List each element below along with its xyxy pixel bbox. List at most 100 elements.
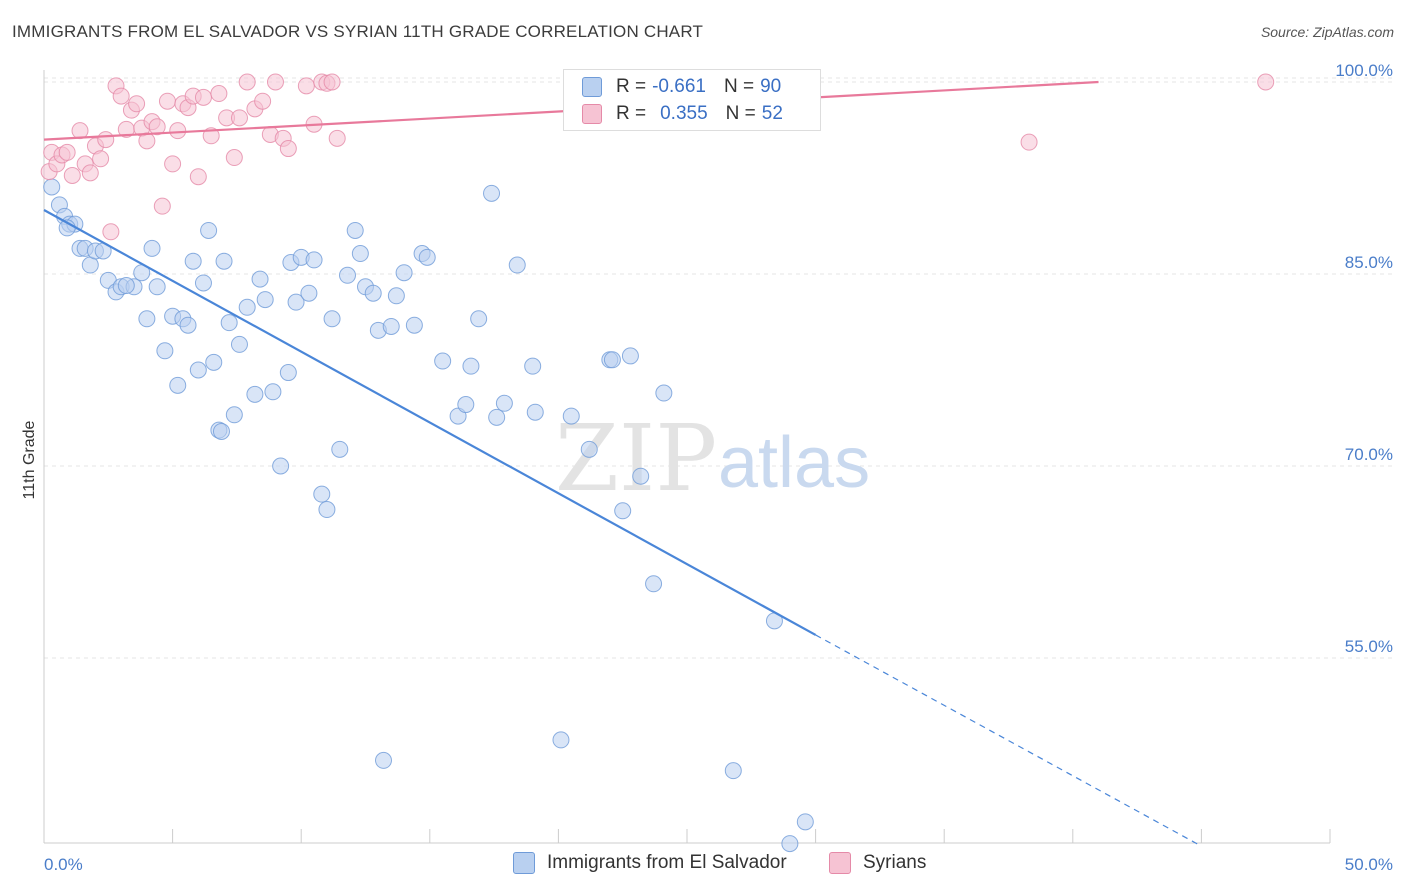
syrians-point (230, 109, 248, 127)
x-tick-label: 50.0% (1345, 855, 1393, 874)
el-salvador-point (148, 278, 166, 296)
el-salvador-point (279, 364, 297, 382)
el-salvador-point (621, 347, 639, 365)
el-salvador-point (632, 467, 650, 485)
el-salvador-point (457, 396, 475, 414)
legend-row-syrians: R = 0.355 N = 52 (582, 102, 783, 126)
legend-label-el-salvador: Immigrants from El Salvador (547, 852, 787, 873)
el-salvador-point (300, 284, 318, 302)
el-salvador-point (184, 252, 202, 270)
el-salvador-point (552, 731, 570, 749)
el-salvador-point (488, 408, 506, 426)
syrians-point (97, 131, 115, 149)
el-salvador-point (346, 221, 364, 239)
legend-swatch-pink (582, 104, 602, 124)
el-salvador-point (313, 485, 331, 503)
x-tick-label: 0.0% (44, 855, 83, 874)
el-salvador-point (318, 501, 336, 519)
trend-line-el-salvador-extension (815, 634, 1202, 847)
el-salvador-point (351, 245, 369, 263)
el-salvador-point (305, 251, 323, 269)
legend-swatch-pink (829, 852, 851, 874)
tick-labels: 55.0% 70.0% 85.0% 100.0% 0.0% 50.0% (44, 61, 1393, 874)
el-salvador-point (580, 440, 598, 458)
syrians-point (210, 85, 228, 103)
el-salvador-point (143, 239, 161, 257)
el-salvador-point (562, 407, 580, 425)
syrians-point (63, 166, 81, 184)
syrians-point (254, 92, 272, 110)
el-salvador-point (43, 178, 61, 196)
grid-lines (44, 77, 1395, 659)
el-salvador-point (246, 385, 264, 403)
el-salvador-point (287, 293, 305, 311)
el-salvador-point (483, 184, 501, 202)
legend-r-value: 0.355 (660, 103, 708, 124)
syrians-point (58, 143, 76, 161)
el-salvador-point (156, 342, 174, 360)
syrians-point (81, 164, 99, 182)
legend-n-label: N = (725, 103, 756, 124)
y-tick-label: 70.0% (1345, 445, 1393, 464)
syrians-point (323, 73, 341, 91)
el-salvador-point (179, 316, 197, 334)
legend-r-label: R = (616, 76, 647, 97)
el-salvador-point (603, 351, 621, 369)
el-salvador-point (220, 314, 238, 332)
legend-n-label: N = (723, 76, 755, 97)
series-el-salvador-points (43, 178, 814, 853)
el-salvador-point (508, 256, 526, 274)
y-tick-label: 55.0% (1345, 637, 1393, 656)
el-salvador-point (194, 274, 212, 292)
el-salvador-point (405, 316, 423, 334)
y-tick-label: 100.0% (1335, 61, 1393, 80)
el-salvador-point (724, 762, 742, 780)
legend-r-value: -0.661 (652, 76, 706, 97)
el-salvador-point (395, 264, 413, 282)
legend-swatch-blue (582, 77, 602, 97)
el-salvador-point (212, 422, 230, 440)
el-salvador-point (462, 357, 480, 375)
trend-line-el-salvador (43, 209, 817, 636)
syrians-point (148, 118, 166, 136)
el-salvador-point (495, 394, 513, 412)
el-salvador-point (781, 835, 799, 853)
syrians-point (1257, 73, 1275, 91)
el-salvador-point (323, 310, 341, 328)
legend-item-syrians[interactable]: Syrians (829, 852, 926, 874)
el-salvador-point (256, 291, 274, 309)
el-salvador-point (205, 353, 223, 371)
el-salvador-point (382, 317, 400, 335)
el-salvador-point (524, 357, 542, 375)
legend-item-el-salvador[interactable]: Immigrants from El Salvador (513, 852, 787, 874)
syrians-point (169, 122, 187, 140)
stats-legend: R = -0.661 N = 90 R = 0.355 N = 52 (563, 69, 821, 131)
el-salvador-point (189, 361, 207, 379)
el-salvador-point (238, 298, 256, 316)
el-salvador-point (418, 248, 436, 266)
syrians-point (238, 73, 256, 91)
el-salvador-point (526, 403, 544, 421)
syrians-point (164, 155, 182, 173)
el-salvador-point (225, 406, 243, 424)
el-salvador-point (272, 457, 290, 475)
legend-n-value: 52 (761, 103, 783, 124)
el-salvador-point (331, 440, 349, 458)
legend-swatch-blue (513, 852, 535, 874)
source-label: Source: ZipAtlas.com (1260, 24, 1394, 40)
syrians-point (328, 129, 346, 147)
watermark-zip: ZIP (555, 405, 717, 512)
syrians-point (225, 149, 243, 167)
syrians-point (158, 92, 176, 110)
syrians-point (153, 197, 171, 215)
syrians-point (1020, 133, 1038, 151)
legend-r-label: R = (616, 103, 647, 124)
el-salvador-point (375, 751, 393, 769)
syrians-point (112, 87, 130, 105)
el-salvador-point (364, 284, 382, 302)
watermark-atlas: atlas (718, 423, 870, 503)
syrians-point (266, 73, 284, 91)
el-salvador-point (645, 575, 663, 593)
legend-n-value: 90 (760, 76, 782, 97)
